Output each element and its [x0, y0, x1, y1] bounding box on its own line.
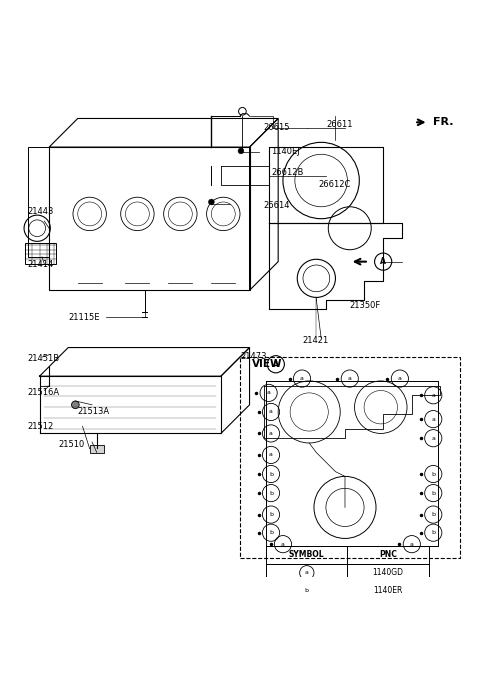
- Text: 21473: 21473: [240, 352, 266, 360]
- Text: a: a: [269, 410, 273, 414]
- Text: a: a: [432, 393, 435, 397]
- Text: A: A: [380, 257, 386, 266]
- Text: 26612B: 26612B: [271, 168, 303, 177]
- Text: 26611: 26611: [326, 120, 352, 129]
- Text: 21512: 21512: [28, 422, 54, 431]
- Text: SYMBOL: SYMBOL: [289, 550, 324, 559]
- Text: 21115E: 21115E: [68, 313, 100, 322]
- Text: 21510: 21510: [59, 440, 85, 449]
- Text: b: b: [431, 530, 435, 535]
- Text: 21421: 21421: [302, 336, 328, 345]
- Text: b: b: [431, 512, 435, 517]
- Text: 21516A: 21516A: [28, 389, 60, 397]
- Text: a: a: [300, 376, 304, 381]
- Text: b: b: [305, 588, 309, 594]
- Text: 21414: 21414: [28, 260, 54, 268]
- Circle shape: [72, 401, 79, 408]
- Text: b: b: [431, 471, 435, 477]
- Text: a: a: [281, 541, 285, 547]
- Text: 21513A: 21513A: [78, 406, 110, 416]
- Circle shape: [208, 199, 214, 205]
- Text: a: a: [398, 376, 402, 381]
- Text: a: a: [410, 541, 414, 547]
- Text: 1140EJ: 1140EJ: [271, 147, 300, 156]
- Text: 26612C: 26612C: [319, 180, 351, 189]
- Text: A: A: [273, 360, 279, 368]
- Text: b: b: [269, 491, 273, 496]
- Text: 1140GD: 1140GD: [372, 569, 403, 577]
- Text: a: a: [432, 436, 435, 441]
- Text: a: a: [267, 390, 271, 395]
- Text: a: a: [269, 431, 273, 436]
- Text: VIEW: VIEW: [252, 359, 282, 369]
- Text: b: b: [269, 471, 273, 477]
- Text: b: b: [431, 491, 435, 496]
- Text: FR.: FR.: [433, 118, 454, 127]
- Text: b: b: [269, 512, 273, 517]
- Text: 21350F: 21350F: [350, 301, 381, 310]
- Text: a: a: [305, 571, 309, 575]
- Text: 26615: 26615: [263, 122, 289, 132]
- Circle shape: [238, 148, 244, 154]
- Text: a: a: [432, 416, 435, 422]
- Text: PNC: PNC: [379, 550, 397, 559]
- Text: 26614: 26614: [263, 201, 289, 210]
- FancyBboxPatch shape: [90, 445, 104, 452]
- Text: a: a: [348, 376, 352, 381]
- Text: a: a: [269, 452, 273, 458]
- Text: 1140ER: 1140ER: [373, 586, 403, 596]
- Text: b: b: [269, 530, 273, 535]
- Text: 21451B: 21451B: [28, 354, 60, 362]
- Text: 21443: 21443: [28, 207, 54, 216]
